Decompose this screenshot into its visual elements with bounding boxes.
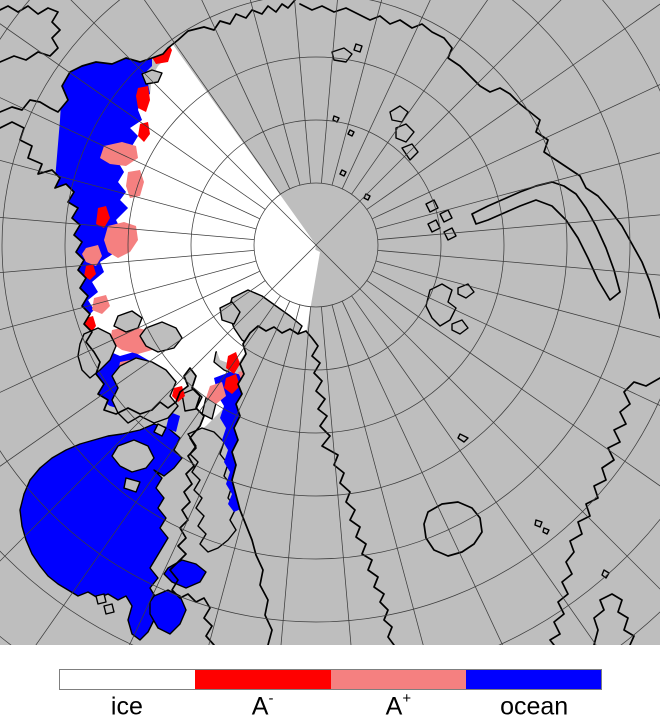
coastlines	[0, 0, 660, 645]
baffin-island	[187, 427, 237, 553]
hudson-bay	[19, 423, 183, 641]
anomaly-pos-patch	[126, 170, 144, 198]
legend-label-a-minus: A-	[195, 687, 331, 720]
greenland-landmass	[232, 326, 394, 645]
svalbard-islands	[425, 283, 475, 335]
severnaya-zemlya-islands	[389, 105, 419, 161]
siberia-coastline	[0, 0, 296, 113]
anomaly-neg-patch	[224, 374, 240, 394]
legend-label-ocean: ocean	[466, 687, 602, 720]
fram-ice-sliver	[298, 248, 320, 334]
legend-label-a-minus-text: A	[251, 692, 269, 720]
iceland-coastline	[423, 501, 483, 557]
anomaly-pos-patch	[104, 222, 138, 258]
legend-labels: ice A- A+ ocean	[59, 687, 602, 720]
greenland-coastline	[231, 325, 395, 645]
legend-label-a-plus-text: A	[385, 692, 403, 720]
white-sea-norway-coastline	[549, 377, 660, 645]
king-william-island	[153, 423, 167, 437]
anomaly-neg-patch	[84, 264, 96, 280]
legend-label-ocean-text: ocean	[500, 692, 569, 720]
anomaly-pos-patch	[100, 142, 138, 166]
graticule	[0, 0, 660, 645]
wrangel-island	[141, 69, 163, 85]
faroe-islands	[534, 519, 550, 535]
coats-island	[123, 477, 141, 493]
anomaly-pos-patch	[82, 245, 102, 266]
new-siberian-islands	[331, 43, 363, 63]
legend-swatch-a-minus	[195, 670, 331, 689]
kolyma-bays-coastline	[0, 5, 61, 63]
legend-swatch-a-plus	[330, 670, 466, 689]
anomaly-neg-patch	[136, 86, 150, 112]
shetland-islands	[601, 569, 610, 579]
anomaly-neg-patch	[96, 206, 110, 228]
great-britain-coastline	[593, 593, 635, 645]
legend-colorbar	[59, 669, 602, 690]
hudson-bay-islands	[95, 439, 155, 615]
anomaly-pos-patch	[206, 382, 226, 404]
legend-label-a-plus-sup: +	[402, 690, 412, 707]
legend-label-a-minus-sup: -	[268, 690, 274, 707]
jan-mayen-island	[457, 433, 469, 443]
siberia-landmass	[0, 0, 295, 112]
melville-island	[139, 321, 183, 353]
belcher-islands	[95, 593, 115, 615]
legend-label-ice: ice	[59, 687, 195, 720]
anomaly-pos-patch	[92, 295, 110, 314]
arctic-sea-ice-map	[0, 0, 660, 645]
legend-label-ice-text: ice	[110, 692, 143, 720]
russia-east-coastline	[299, 3, 660, 319]
legend-swatch-ice	[60, 670, 196, 689]
bays-open-water	[19, 412, 207, 641]
legend-swatch-ocean	[465, 670, 601, 689]
southampton-island	[111, 439, 155, 473]
small-islands	[331, 43, 610, 579]
legend-label-a-plus: A+	[331, 687, 467, 720]
victoria-island	[111, 357, 179, 424]
axel-heiberg-island	[219, 301, 241, 325]
franz-josef-land-islands	[425, 199, 457, 241]
canada-coastline	[0, 121, 215, 645]
hudson-strait	[163, 559, 207, 589]
